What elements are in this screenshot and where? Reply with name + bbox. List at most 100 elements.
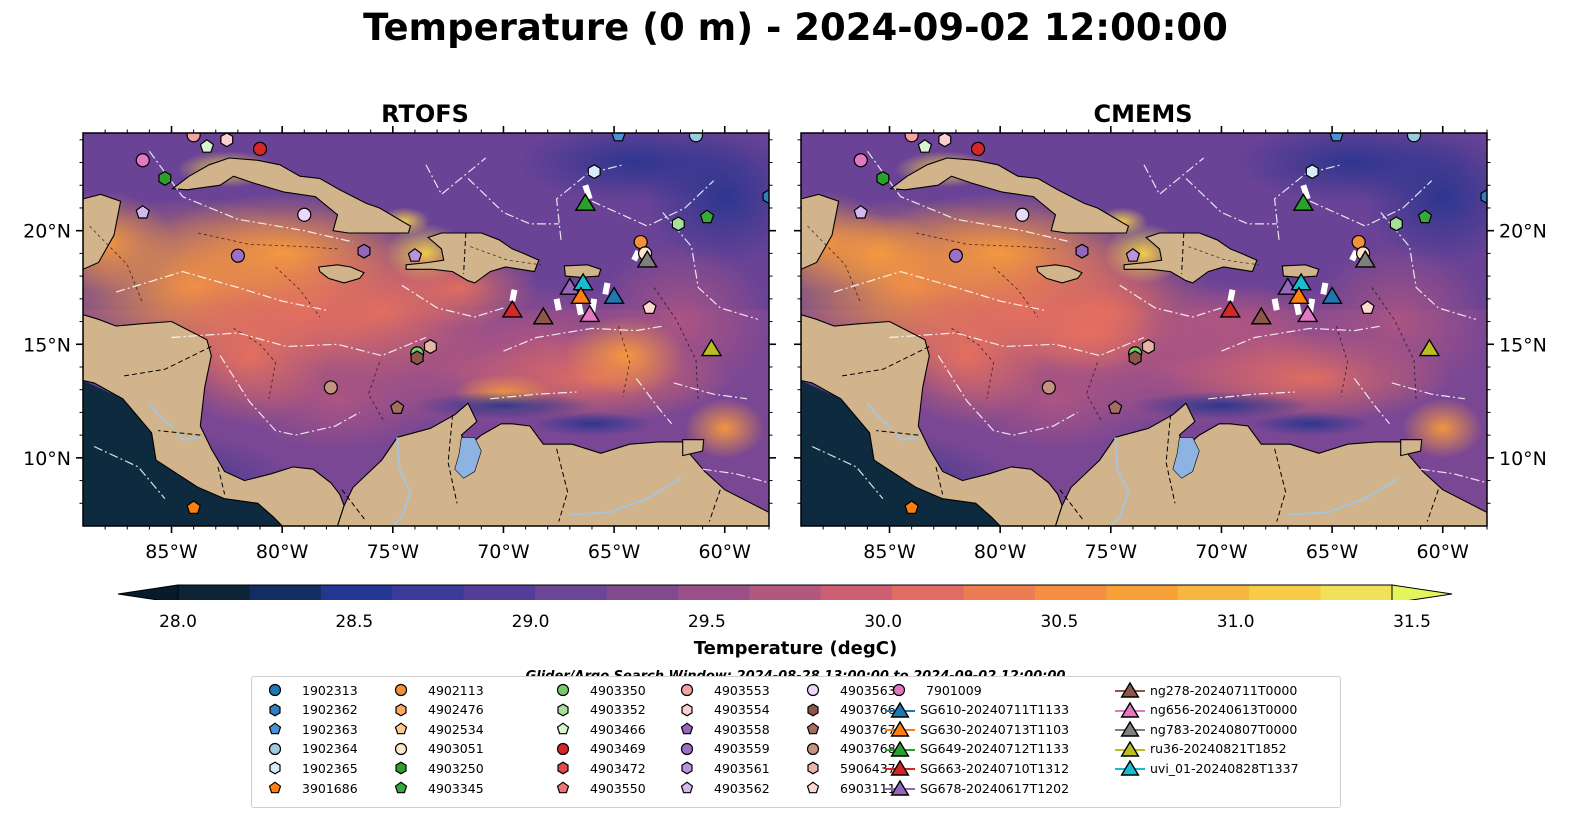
legend-label: ng278-20240711T0000 — [1150, 682, 1298, 698]
land-hispaniola — [405, 232, 540, 284]
sst-patch — [1402, 398, 1483, 459]
eez-boundary — [1208, 391, 1295, 400]
glider-track — [1320, 282, 1329, 295]
argo-float-6903111 — [642, 300, 657, 314]
country-border — [556, 448, 569, 522]
river — [866, 402, 893, 430]
argo-float-1902364 — [1406, 133, 1422, 143]
argo-float-4903559 — [230, 248, 246, 263]
legend-item: 4903469 — [548, 739, 646, 759]
legend-marker-icon — [394, 683, 408, 697]
glider-SG649-20240712T1133 — [1292, 193, 1315, 211]
land-cuba — [171, 157, 412, 234]
legend-item: 4902534 — [386, 719, 484, 739]
legend-label: 4903472 — [590, 760, 646, 776]
y-tick-label: 10°N — [23, 448, 71, 470]
legend-item: 4903352 — [548, 700, 646, 720]
legend-marker-icon — [1115, 681, 1145, 698]
map-frame — [82, 132, 770, 527]
colorbar-bin — [892, 585, 965, 600]
country-border — [1181, 232, 1185, 274]
legend-label: SG630-20240713T1103 — [920, 721, 1070, 737]
land-centralAm — [83, 314, 345, 526]
legend-label: 1902363 — [302, 721, 358, 737]
eez-boundary — [662, 212, 759, 320]
eez-boundary — [1221, 325, 1381, 352]
eez-boundary — [635, 377, 673, 425]
argo-float-4903767 — [1107, 400, 1123, 414]
eez-boundary — [425, 157, 487, 196]
legend-marker-icon — [680, 742, 694, 755]
legend-item: 1902364 — [260, 739, 358, 759]
legend-item: 4903553 — [672, 680, 770, 700]
river — [895, 432, 919, 441]
country-border — [876, 430, 919, 436]
legend: 1902313 1902362 1902363 1902364 1902365 39016… — [251, 676, 1341, 808]
legend-label: ng656-20240613T0000 — [1150, 702, 1298, 718]
legend-item: 7901009 — [884, 680, 982, 700]
sst-patch — [1308, 241, 1487, 402]
legend-label: ng783-20240807T0000 — [1150, 721, 1298, 737]
legend-marker-icon — [1115, 720, 1145, 737]
argo-float-1902362 — [1480, 189, 1487, 205]
glider-track — [1300, 184, 1311, 200]
legend-marker-icon — [806, 683, 820, 697]
eez-boundary — [866, 150, 1072, 243]
colorbar-bin — [606, 585, 679, 600]
river — [177, 432, 201, 441]
eez-boundary — [93, 445, 166, 500]
legend-label: 4903562 — [714, 780, 770, 796]
argo-float-4903766 — [1128, 350, 1142, 366]
x-tick-label: 65°W — [588, 541, 641, 563]
country-border — [708, 489, 721, 522]
x-tick-label: 80°W — [974, 541, 1027, 563]
glider-SG663-20240710T1312 — [1219, 299, 1241, 318]
legend-marker-icon — [806, 722, 820, 735]
argo-float-4903561 — [1125, 248, 1141, 262]
argo-float-4903563 — [1015, 207, 1030, 222]
glider-track — [1227, 289, 1236, 302]
bathymetry-contour — [1336, 325, 1349, 397]
colorbar-bin — [749, 585, 822, 600]
colorbar-bin — [320, 585, 393, 600]
colorbar-tick-label: 31.0 — [1216, 612, 1255, 632]
argo-float-4903352 — [1389, 216, 1403, 232]
argo-float-4903562 — [853, 204, 868, 219]
legend-marker-icon — [892, 683, 906, 697]
country-border — [122, 346, 212, 377]
glider-ru36-20240821T1852 — [700, 338, 723, 357]
x-tick-label: 60°W — [1417, 541, 1470, 563]
argo-float-4903559 — [948, 248, 964, 263]
legend-marker-icon — [556, 781, 570, 794]
legend-item: 4903350 — [548, 680, 646, 700]
legend-item: ng656-20240613T0000 — [1114, 700, 1297, 720]
glider-SG610-20240711T1133 — [603, 286, 625, 305]
country-border — [217, 466, 226, 495]
bathymetry-contour — [916, 232, 1056, 250]
bathymetry-contour — [368, 362, 385, 422]
legend-item: ng278-20240711T0000 — [1114, 680, 1297, 700]
legend-item: 4903554 — [672, 700, 770, 720]
eez-boundary — [490, 391, 577, 400]
colorbar-tick-label: 29.5 — [687, 612, 726, 632]
legend-label: 1902365 — [302, 760, 358, 776]
bathymetry-contour — [1188, 246, 1260, 266]
argo-float-4903553 — [904, 133, 919, 143]
legend-item: 4903766 — [798, 700, 896, 720]
legend-label: 4903466 — [590, 721, 646, 737]
country-border — [341, 489, 367, 522]
argo-float-4903768 — [323, 380, 338, 395]
legend-marker-icon — [681, 703, 693, 717]
legend-item: 4902476 — [386, 700, 484, 720]
argo-float-4903352 — [671, 216, 685, 232]
argo-float-5906437 — [1141, 339, 1155, 355]
land-centralAm — [801, 314, 1063, 526]
legend-item: 4903768 — [798, 739, 896, 759]
legend-item: 4903562 — [672, 778, 770, 798]
argo-float-4903466 — [199, 139, 215, 153]
bathymetry-contour — [1086, 362, 1103, 422]
legend-marker-icon — [557, 761, 569, 775]
x-tick-label: 70°W — [1195, 541, 1248, 563]
legend-marker-icon — [885, 760, 915, 777]
land-mexico — [83, 193, 122, 270]
